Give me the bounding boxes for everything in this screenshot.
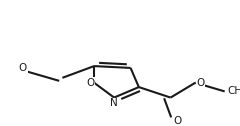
Text: N: N <box>110 98 118 108</box>
Text: O: O <box>19 63 27 73</box>
Text: O: O <box>196 78 205 88</box>
Text: CH₃: CH₃ <box>227 86 240 96</box>
Text: O: O <box>86 78 94 88</box>
Text: O: O <box>174 116 182 126</box>
